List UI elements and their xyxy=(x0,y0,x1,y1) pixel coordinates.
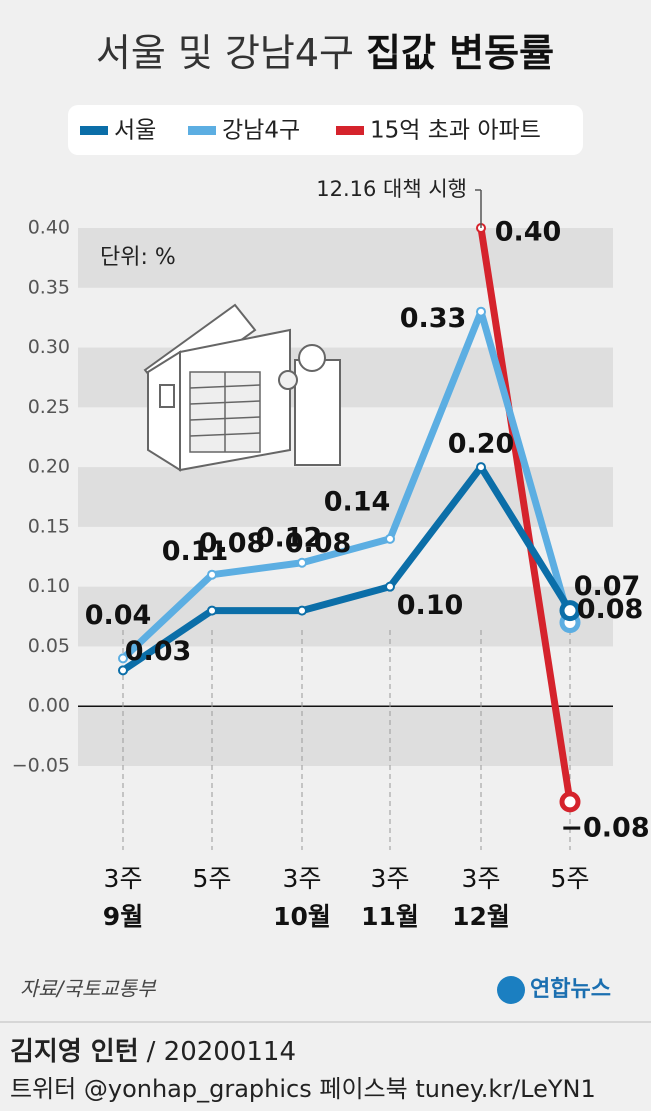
point xyxy=(476,462,486,473)
y-tick-label: 0.00 xyxy=(28,695,70,717)
y-tick-label: 0.05 xyxy=(28,635,70,657)
date: / 20200114 xyxy=(147,1037,296,1067)
legend-label: 15억 초과 아파트 xyxy=(370,118,541,144)
title-bold: 집값 변동률 xyxy=(366,31,554,75)
x-tick-label: 5주 xyxy=(551,864,590,893)
logo-text: 연합뉴스 xyxy=(530,976,611,1002)
value-label: 0.07 xyxy=(574,571,641,602)
value-label: 0.33 xyxy=(400,303,467,334)
chart-title: 서울 및 강남4구 집값 변동률 xyxy=(96,31,554,75)
legend-box xyxy=(68,105,583,155)
illustration xyxy=(143,303,341,472)
value-label: 0.08 xyxy=(285,528,352,559)
y-tick-label: 0.35 xyxy=(28,276,70,298)
point xyxy=(118,665,128,676)
y-tick-label: 0.15 xyxy=(28,515,70,537)
legend-swatch xyxy=(80,126,108,135)
series-line xyxy=(120,308,574,661)
x-tick-month: 9월 xyxy=(103,902,143,931)
point xyxy=(385,533,395,544)
x-tick-month: 10월 xyxy=(273,902,331,931)
x-tick-month: 11월 xyxy=(361,902,419,931)
point xyxy=(297,605,307,616)
point xyxy=(297,557,307,568)
grid-band xyxy=(78,706,613,766)
legend-swatch xyxy=(336,126,364,135)
logo-icon xyxy=(497,976,525,1004)
title-light: 서울 및 강남4구 xyxy=(96,31,354,75)
legend-label: 강남4구 xyxy=(222,118,300,144)
point xyxy=(207,605,217,616)
annotation: 12.16 대책 시행 xyxy=(316,177,467,201)
legend-label: 서울 xyxy=(114,118,156,144)
value-label: 0.08 xyxy=(577,594,644,625)
value-label: 0.11 xyxy=(162,536,229,567)
y-tick-label: 0.25 xyxy=(28,396,70,418)
point xyxy=(385,581,395,592)
unit-label: 단위: % xyxy=(100,245,176,270)
series-line xyxy=(477,227,574,803)
y-tick-label: 0.20 xyxy=(28,456,70,478)
value-label: 0.14 xyxy=(324,486,391,517)
point xyxy=(559,791,581,813)
point xyxy=(476,306,486,317)
source: 자료/국토교통부 xyxy=(20,977,157,1001)
grid-band xyxy=(78,228,613,288)
credit: 김지영 인턴 xyxy=(10,1037,139,1067)
footer-social: 트위터 @yonhap_graphics 페이스북 tuney.kr/LeYN1 xyxy=(10,1075,596,1103)
x-tick-label: 3주 xyxy=(371,864,410,893)
y-tick-label: 0.10 xyxy=(28,575,70,597)
value-label: 0.40 xyxy=(495,217,562,248)
value-label: 0.04 xyxy=(85,600,152,631)
legend-swatch xyxy=(188,126,216,135)
plot: 0.40 0.35 0.30 0.25 0.20 0.15 0.10 0.05 0.00 −0.0… xyxy=(12,217,650,932)
x-tick-label: 3주 xyxy=(462,864,501,893)
point xyxy=(207,569,217,580)
value-label: −0.08 xyxy=(560,812,649,843)
y-tick-label: 0.30 xyxy=(28,336,70,358)
x-tick-label: 5주 xyxy=(193,864,232,893)
value-label: 0.08 xyxy=(199,528,266,559)
point xyxy=(118,653,128,664)
point xyxy=(559,600,581,622)
value-label: 0.03 xyxy=(125,636,192,667)
value-label: 0.20 xyxy=(448,429,515,460)
y-tick-label: 0.40 xyxy=(28,217,70,239)
value-label: 0.10 xyxy=(397,590,464,621)
x-tick-month: 12월 xyxy=(452,902,510,931)
series-line xyxy=(121,463,573,674)
y-tick-label: −0.05 xyxy=(12,755,70,777)
footer-credit: 김지영 인턴 / 20200114 xyxy=(10,1037,296,1067)
x-tick-label: 3주 xyxy=(283,864,322,893)
x-tick-label: 3주 xyxy=(104,864,143,893)
value-label: 0.12 xyxy=(256,522,323,553)
